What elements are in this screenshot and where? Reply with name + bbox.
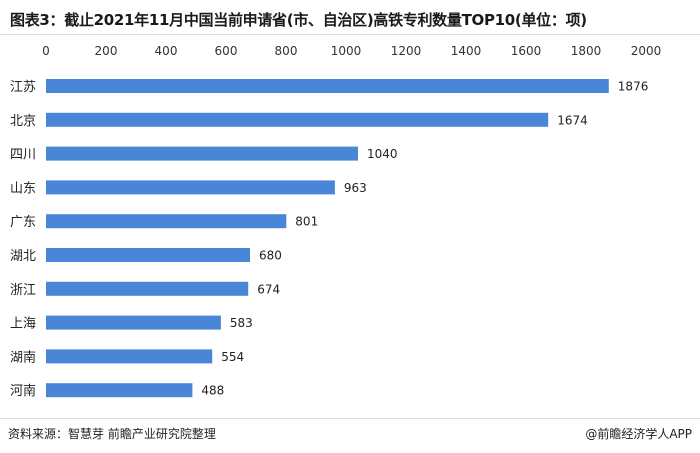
- brand-credit: @前瞻经济学人APP: [585, 427, 692, 441]
- x-tick-label: 0: [42, 44, 50, 58]
- title-divider: [0, 34, 700, 35]
- value-label: 554: [221, 350, 244, 364]
- category-label: 湖北: [10, 249, 36, 264]
- x-tick-label: 1200: [391, 44, 422, 58]
- x-tick-label: 400: [155, 44, 178, 58]
- x-tick-label: 1600: [511, 44, 542, 58]
- category-label: 上海: [10, 317, 36, 332]
- category-label: 湖南: [10, 349, 36, 365]
- source-note: 资料来源：智慧芽 前瞻产业研究院整理: [8, 427, 216, 441]
- bar: [46, 146, 358, 161]
- value-label: 583: [230, 316, 253, 330]
- bar: [46, 349, 213, 364]
- x-tick-label: 2000: [631, 44, 662, 58]
- value-label: 674: [257, 282, 280, 296]
- footer-divider: [0, 418, 700, 419]
- x-tick-label: 1800: [571, 44, 602, 58]
- bar: [46, 315, 221, 330]
- x-tick-label: 200: [95, 44, 118, 58]
- bar: [46, 383, 193, 398]
- x-tick-label: 800: [275, 44, 298, 58]
- x-axis-ticks: 0 200 400 600 800 1000 1200 1400 1600 1800 2000: [42, 44, 661, 58]
- value-labels: 1876 1674 1040 963 801 680 674 583 554 488: [201, 80, 648, 398]
- category-label: 山东: [10, 181, 36, 196]
- bar: [46, 281, 249, 296]
- category-label: 广东: [10, 215, 36, 230]
- value-label: 963: [344, 181, 367, 195]
- bar: [46, 248, 250, 262]
- category-label: 河南: [10, 383, 36, 399]
- chart-title: 图表3：截止2021年11月中国当前申请省(市、自治区)高铁专利数量TOP10(…: [10, 11, 587, 29]
- x-tick-label: 600: [215, 44, 238, 58]
- bar: [46, 79, 609, 93]
- bar: [46, 112, 549, 127]
- bar: [46, 180, 335, 195]
- value-label: 1876: [618, 80, 649, 94]
- bar: [46, 214, 287, 229]
- x-tick-label: 1000: [331, 44, 362, 58]
- x-tick-label: 1400: [451, 44, 482, 58]
- value-label: 1674: [557, 113, 588, 127]
- category-label: 江苏: [10, 79, 36, 95]
- value-label: 680: [259, 249, 282, 263]
- bars: [46, 79, 609, 398]
- value-label: 1040: [367, 147, 398, 161]
- category-label: 浙江: [10, 283, 36, 298]
- value-label: 488: [201, 384, 224, 398]
- category-label: 北京: [10, 114, 36, 129]
- category-label: 四川: [10, 148, 36, 163]
- value-label: 801: [295, 215, 318, 229]
